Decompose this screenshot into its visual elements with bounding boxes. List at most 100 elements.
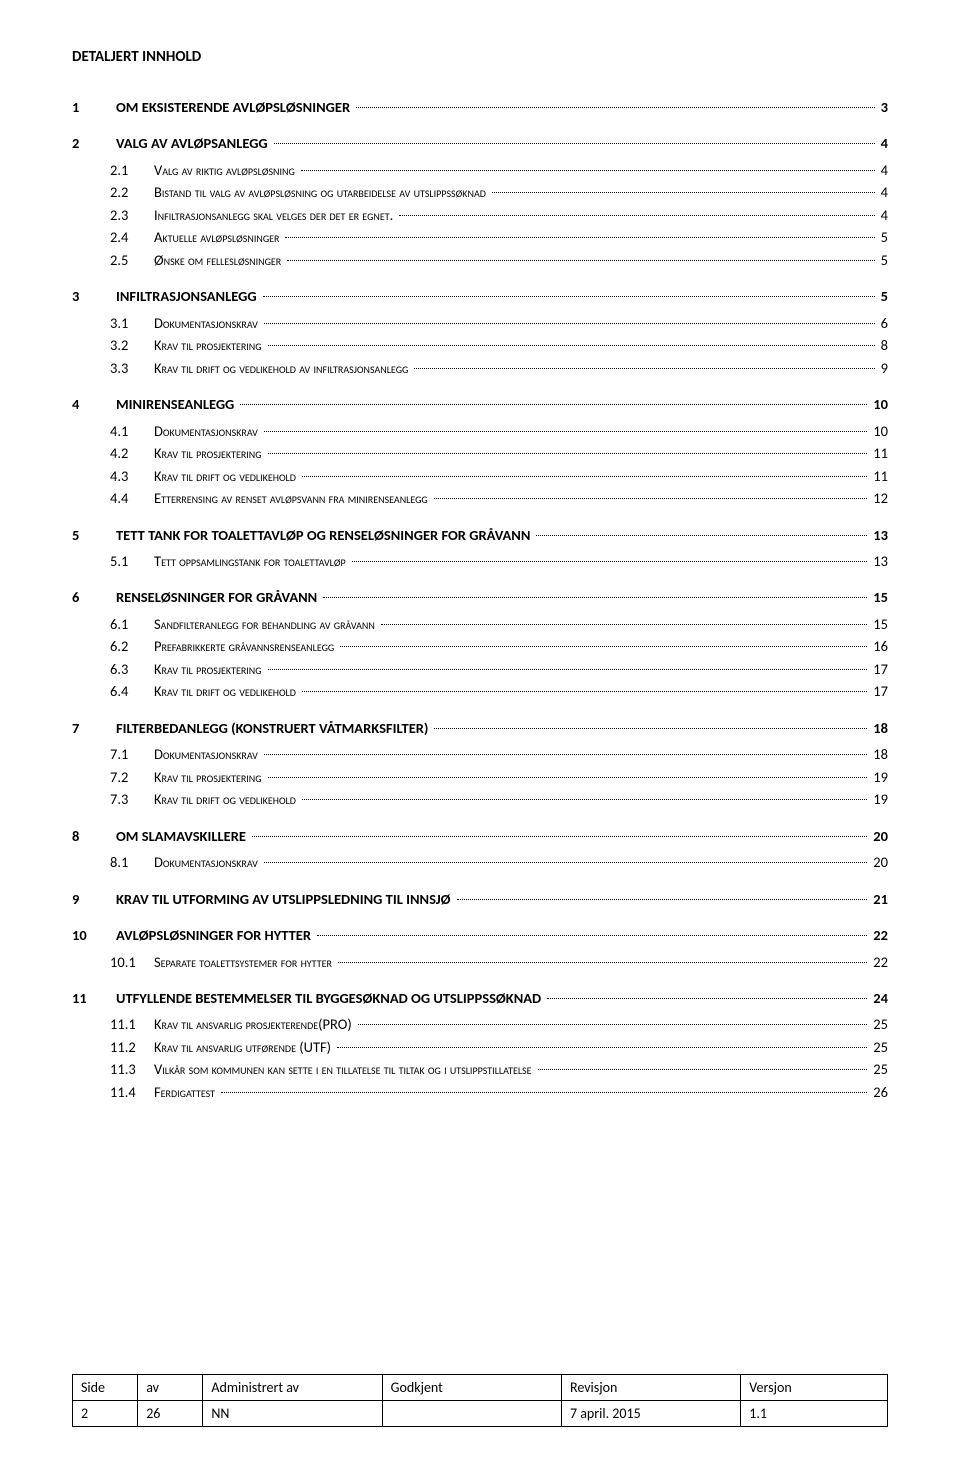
toc-leader-dots xyxy=(381,624,868,625)
toc-leader-dots xyxy=(301,170,875,171)
toc-leader-dots xyxy=(287,260,874,261)
footer-header-row: SideavAdministrert avGodkjentRevisjonVer… xyxy=(73,1375,888,1401)
toc-entry-number: 2.1 xyxy=(110,159,154,181)
toc-entry-level1[interactable]: 9KRAV TIL UTFORMING AV UTSLIPPSLEDNING T… xyxy=(72,888,888,910)
toc-entry-level2[interactable]: 11.3Vilkår som kommunen kan sette i en t… xyxy=(110,1058,888,1080)
page-footer: SideavAdministrert avGodkjentRevisjonVer… xyxy=(72,1374,888,1427)
toc-entry-level2[interactable]: 11.4Ferdigattest26 xyxy=(110,1081,888,1103)
toc-entry-title: VALG AV AVLØPSANLEGG xyxy=(116,132,272,154)
toc-entry-level2[interactable]: 4.2Krav til prosjektering11 xyxy=(110,442,888,464)
toc-leader-dots xyxy=(302,691,867,692)
toc-entry-level2[interactable]: 3.3Krav til drift og vedlikehold av infi… xyxy=(110,357,888,379)
toc-entry-level2[interactable]: 2.1Valg av riktig avløpsløsning4 xyxy=(110,159,888,181)
toc-entry-number: 1 xyxy=(72,96,116,118)
toc-entry-number: 4.4 xyxy=(110,487,154,509)
toc-entry-level1[interactable]: 4MINIRENSEANLEGG 10 xyxy=(72,393,888,415)
toc-entry-title: OM SLAMAVSKILLERE xyxy=(116,825,250,847)
toc-leader-dots xyxy=(414,368,874,369)
toc-entry-page: 10 xyxy=(869,393,888,415)
footer-value-cell: 26 xyxy=(138,1401,203,1427)
toc-entry-level2[interactable]: 4.4Etterrensing av renset avløpsvann fra… xyxy=(110,487,888,509)
toc-entry-level1[interactable]: 7FILTERBEDANLEGG (KONSTRUERT VÅTMARKSFIL… xyxy=(72,717,888,739)
toc-entry-level2[interactable]: 6.2Prefabrikkerte gråvannsrenseanlegg16 xyxy=(110,635,888,657)
toc-entry-level1[interactable]: 3INFILTRASJONSANLEGG5 xyxy=(72,285,888,307)
toc-entry-number: 3.3 xyxy=(110,357,154,379)
toc-entry-number: 8.1 xyxy=(110,851,154,873)
toc-leader-dots xyxy=(264,862,867,863)
toc-entry-level1[interactable]: 1OM EKSISTERENDE AVLØPSLØSNINGER3 xyxy=(72,96,888,118)
toc-entry-level2[interactable]: 5.1Tett oppsamlingstank for toalettavløp… xyxy=(110,550,888,572)
toc-entry-number: 4.1 xyxy=(110,420,154,442)
toc-entry-level2[interactable]: 6.1Sandfilteranlegg for behandling av gr… xyxy=(110,613,888,635)
toc-entry-page: 21 xyxy=(869,888,888,910)
toc-entry-title: Krav til prosjektering xyxy=(154,658,266,680)
toc-entry-title: Dokumentasjonskrav xyxy=(154,851,262,873)
toc-entry-level1[interactable]: 8OM SLAMAVSKILLERE20 xyxy=(72,825,888,847)
toc-entry-number: 6.3 xyxy=(110,658,154,680)
toc-entry-page: 19 xyxy=(869,766,888,788)
toc-entry-page: 13 xyxy=(869,524,888,546)
toc-entry-level2[interactable]: 2.2Bistand til valg av avløpsløsning og … xyxy=(110,181,888,203)
toc-entry-number: 6.2 xyxy=(110,635,154,657)
toc-entry-number: 5 xyxy=(72,524,116,546)
toc-entry-level1[interactable]: 10AVLØPSLØSNINGER FOR HYTTER22 xyxy=(72,924,888,946)
toc-entry-number: 7 xyxy=(72,717,116,739)
toc-entry-number: 11 xyxy=(72,987,116,1009)
toc-entry-page: 15 xyxy=(869,586,888,608)
toc-leader-dots xyxy=(264,754,867,755)
toc-entry-level2[interactable]: 7.3Krav til drift og vedlikehold19 xyxy=(110,788,888,810)
toc-entry-level2[interactable]: 4.3Krav til drift og vedlikehold11 xyxy=(110,465,888,487)
toc-entry-level2[interactable]: 6.3Krav til prosjektering17 xyxy=(110,658,888,680)
toc-entry-page: 25 xyxy=(869,1036,888,1058)
toc-entry-title: Krav til prosjektering xyxy=(154,442,266,464)
toc-leader-dots xyxy=(268,777,868,778)
footer-header-cell: Versjon xyxy=(741,1375,888,1401)
toc-entry-level1[interactable]: 2VALG AV AVLØPSANLEGG4 xyxy=(72,132,888,154)
toc-entry-page: 10 xyxy=(869,420,888,442)
toc-leader-dots xyxy=(337,1047,867,1048)
toc-entry-level1[interactable]: 11UTFYLLENDE BESTEMMELSER TIL BYGGESØKNA… xyxy=(72,987,888,1009)
toc-entry-level2[interactable]: 11.1Krav til ansvarlig prosjekterende(PR… xyxy=(110,1013,888,1035)
toc-entry-level2[interactable]: 10.1Separate toalettsystemer for hytter2… xyxy=(110,951,888,973)
toc-leader-dots xyxy=(302,799,867,800)
toc-entry-page: 4 xyxy=(877,132,888,154)
toc-entry-number: 4 xyxy=(72,393,116,415)
toc-entry-number: 2.5 xyxy=(110,249,154,271)
toc-entry-level1[interactable]: 5TETT TANK FOR TOALETTAVLØP OG RENSELØSN… xyxy=(72,524,888,546)
toc-entry-level2[interactable]: 4.1Dokumentasjonskrav10 xyxy=(110,420,888,442)
toc-entry-title: UTFYLLENDE BESTEMMELSER TIL BYGGESØKNAD … xyxy=(116,987,545,1009)
toc-entry-title: RENSELØSNINGER FOR GRÅVANN xyxy=(116,586,321,608)
footer-value-cell: 1.1 xyxy=(741,1401,888,1427)
footer-header-cell: Administrert av xyxy=(203,1375,382,1401)
toc-leader-dots xyxy=(264,431,867,432)
toc-entry-title: Etterrensing av renset avløpsvann fra mi… xyxy=(154,487,432,509)
toc-entry-page: 22 xyxy=(869,951,888,973)
toc-entry-level2[interactable]: 6.4Krav til drift og vedlikehold17 xyxy=(110,680,888,702)
toc-entry-page: 4 xyxy=(877,181,888,203)
toc-leader-dots xyxy=(252,836,867,837)
toc-leader-dots xyxy=(340,646,867,647)
toc-entry-level2[interactable]: 2.3Infiltrasjonsanlegg skal velges der d… xyxy=(110,204,888,226)
toc-entry-level2[interactable]: 3.2Krav til prosjektering8 xyxy=(110,334,888,356)
toc-entry-page: 6 xyxy=(877,312,888,334)
toc-entry-level2[interactable]: 11.2Krav til ansvarlig utførende (UTF)25 xyxy=(110,1036,888,1058)
toc-entry-level2[interactable]: 7.2Krav til prosjektering19 xyxy=(110,766,888,788)
toc-entry-title: Ønske om fellesløsninger xyxy=(154,249,285,271)
table-of-contents: 1OM EKSISTERENDE AVLØPSLØSNINGER32VALG A… xyxy=(72,96,888,1103)
footer-header-cell: Godkjent xyxy=(382,1375,561,1401)
toc-entry-level2[interactable]: 8.1Dokumentasjonskrav20 xyxy=(110,851,888,873)
footer-table: SideavAdministrert avGodkjentRevisjonVer… xyxy=(72,1374,888,1427)
toc-entry-level2[interactable]: 2.5Ønske om fellesløsninger 5 xyxy=(110,249,888,271)
toc-entry-title: Vilkår som kommunen kan sette i en tilla… xyxy=(154,1058,536,1080)
toc-leader-dots xyxy=(285,237,874,238)
toc-entry-title: Dokumentasjonskrav xyxy=(154,312,262,334)
toc-entry-number: 7.1 xyxy=(110,743,154,765)
footer-header-cell: Side xyxy=(73,1375,138,1401)
toc-entry-page: 5 xyxy=(877,249,888,271)
footer-value-cell: 2 xyxy=(73,1401,138,1427)
toc-entry-level1[interactable]: 6RENSELØSNINGER FOR GRÅVANN15 xyxy=(72,586,888,608)
toc-entry-level2[interactable]: 2.4Aktuelle avløpsløsninger5 xyxy=(110,226,888,248)
toc-entry-level2[interactable]: 7.1Dokumentasjonskrav18 xyxy=(110,743,888,765)
toc-entry-title: MINIRENSEANLEGG xyxy=(116,393,238,415)
toc-entry-level2[interactable]: 3.1Dokumentasjonskrav6 xyxy=(110,312,888,334)
